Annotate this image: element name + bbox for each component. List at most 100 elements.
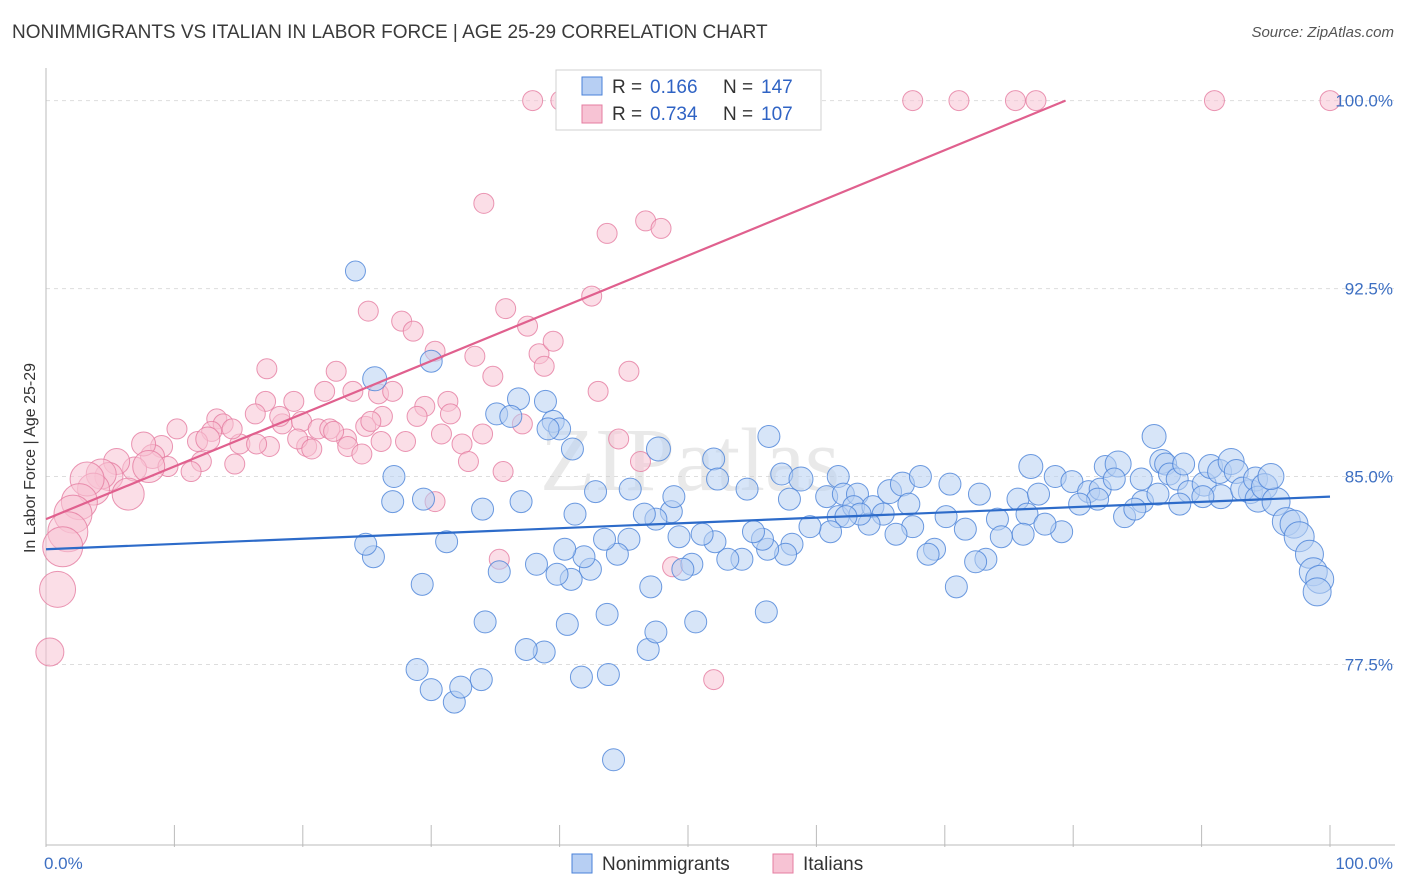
bottom-legend-label-pink: Italians bbox=[803, 854, 863, 875]
italians-point bbox=[39, 570, 77, 608]
italians-point bbox=[608, 428, 630, 450]
italians-point bbox=[256, 358, 278, 380]
nonimmigrants-point bbox=[435, 530, 459, 554]
italians-point bbox=[542, 330, 564, 352]
nonimmigrants-point bbox=[563, 502, 587, 526]
nonimmigrants-point bbox=[471, 497, 495, 521]
italians-point bbox=[703, 669, 725, 691]
legend-n-label-blue: N = bbox=[723, 77, 753, 98]
nonimmigrants-point bbox=[602, 748, 626, 772]
nonimmigrants-point bbox=[953, 517, 977, 541]
italians-point bbox=[360, 410, 382, 432]
nonimmigrants-point bbox=[1172, 452, 1196, 476]
italians-point bbox=[323, 420, 345, 442]
nonimmigrants-point bbox=[593, 527, 617, 551]
italians-point bbox=[464, 345, 486, 367]
italians-point bbox=[457, 451, 479, 473]
nonimmigrants-point bbox=[1102, 467, 1126, 491]
italians-point bbox=[180, 461, 202, 483]
nonimmigrants-point bbox=[706, 467, 730, 491]
italians-point bbox=[35, 637, 65, 667]
y-tick-label: 92.5% bbox=[1345, 280, 1393, 299]
nonimmigrants-point bbox=[702, 447, 726, 471]
legend-swatch-pink bbox=[581, 104, 603, 124]
nonimmigrants-point bbox=[1060, 470, 1084, 494]
nonimmigrants-point bbox=[716, 547, 740, 571]
nonimmigrants-point bbox=[344, 260, 366, 282]
italians-point bbox=[587, 380, 609, 402]
nonimmigrants-point bbox=[644, 620, 668, 644]
nonimmigrants-point bbox=[382, 465, 406, 489]
italians-point bbox=[166, 418, 188, 440]
nonimmigrants-point bbox=[741, 520, 765, 544]
nonimmigrants-point bbox=[908, 465, 932, 489]
legend-n-label-pink: N = bbox=[723, 104, 753, 125]
nonimmigrants-point bbox=[989, 525, 1013, 549]
legend: R = 0.166 N = 147 R = 0.734 N = 107 bbox=[555, 69, 822, 131]
grid bbox=[46, 100, 1395, 666]
nonimmigrants-point bbox=[545, 562, 569, 586]
nonimmigrants-point bbox=[584, 480, 608, 504]
italians-point bbox=[618, 360, 640, 382]
italians-point bbox=[314, 380, 336, 402]
nonimmigrants-point bbox=[595, 602, 619, 626]
nonimmigrants-point bbox=[605, 542, 629, 566]
nonimmigrants-point bbox=[632, 502, 656, 526]
nonimmigrants-point bbox=[469, 668, 493, 692]
italians-trend-line bbox=[45, 99, 1066, 521]
nonimmigrants-point bbox=[754, 600, 778, 624]
legend-r-value-blue: 0.166 bbox=[650, 77, 698, 98]
italians-point bbox=[283, 390, 305, 412]
nonimmigrants-point bbox=[1011, 522, 1035, 546]
italians-point bbox=[221, 418, 243, 440]
nonimmigrants-point bbox=[1018, 454, 1044, 480]
trend-lines bbox=[45, 99, 1331, 551]
source-label: Source: ZipAtlas.com bbox=[1251, 24, 1394, 41]
nonimmigrants-point bbox=[410, 572, 434, 596]
nonimmigrants-point bbox=[536, 417, 560, 441]
nonimmigrants-point bbox=[884, 522, 908, 546]
italians-point bbox=[1319, 90, 1341, 112]
italians-point bbox=[224, 453, 246, 475]
italians-point bbox=[406, 405, 428, 427]
nonimmigrants-point bbox=[934, 505, 958, 529]
y-tick-label: 85.0% bbox=[1345, 468, 1393, 487]
nonimmigrants-point bbox=[1033, 512, 1057, 536]
nonimmigrants-point bbox=[405, 658, 429, 682]
nonimmigrants-point bbox=[411, 487, 435, 511]
nonimmigrants-point bbox=[572, 545, 596, 569]
italians-point bbox=[402, 320, 424, 342]
italians-point bbox=[596, 222, 618, 244]
nonimmigrants-point bbox=[618, 477, 642, 501]
legend-n-value-blue: 147 bbox=[761, 77, 793, 98]
nonimmigrants-point bbox=[524, 552, 548, 576]
nonimmigrants-point bbox=[757, 424, 781, 448]
axes bbox=[45, 68, 1395, 847]
nonimmigrants-point bbox=[788, 466, 814, 492]
italians-point bbox=[650, 217, 672, 239]
nonimmigrants-point bbox=[569, 665, 593, 689]
italians-point bbox=[1025, 90, 1047, 112]
nonimmigrants-point bbox=[1141, 423, 1167, 449]
nonimmigrants-point bbox=[419, 678, 443, 702]
nonimmigrants-point bbox=[499, 404, 523, 428]
nonimmigrants-point bbox=[690, 522, 714, 546]
nonimmigrants-point bbox=[1191, 485, 1215, 509]
nonimmigrants-point bbox=[509, 490, 533, 514]
italians-point bbox=[357, 300, 379, 322]
bottom-legend: Nonimmigrants Italians bbox=[571, 853, 863, 875]
nonimmigrants-point bbox=[735, 477, 759, 501]
italians-point bbox=[948, 90, 970, 112]
nonimmigrants-point bbox=[553, 537, 577, 561]
italians-point bbox=[439, 403, 461, 425]
nonimmigrants-point bbox=[555, 612, 579, 636]
bottom-legend-label-blue: Nonimmigrants bbox=[602, 854, 730, 875]
italians-point bbox=[495, 298, 517, 320]
nonimmigrants-point bbox=[916, 542, 940, 566]
nonimmigrants-point bbox=[487, 560, 511, 584]
nonimmigrants-point bbox=[671, 557, 695, 581]
legend-r-label-blue: R = bbox=[612, 77, 642, 98]
nonimmigrants-point bbox=[897, 492, 921, 516]
italians-point bbox=[382, 380, 404, 402]
nonimmigrants-point bbox=[1129, 467, 1153, 491]
